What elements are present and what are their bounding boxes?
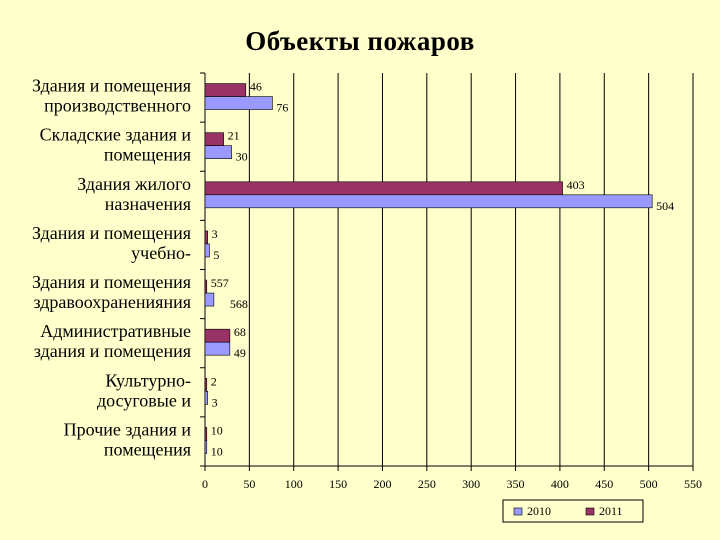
data-label-2011: 3: [212, 227, 218, 241]
bar-2010: [204, 243, 210, 258]
x-tick-label: 400: [551, 477, 569, 491]
data-label-2010: 504: [656, 199, 674, 213]
bar-2011: [204, 378, 208, 392]
data-label-2010: 568: [230, 297, 248, 311]
data-label-2011: 68: [234, 325, 246, 339]
bar-2010: [204, 145, 232, 159]
category-label-line2: помещения: [104, 439, 191, 459]
data-label-2010: 49: [234, 346, 246, 360]
category-label-line2: назначения: [105, 194, 191, 214]
x-tick-label: 50: [243, 477, 255, 491]
chart-title: Объекты пожаров: [245, 26, 475, 56]
data-label-2010: 30: [236, 150, 248, 164]
x-tick-label: 300: [462, 477, 480, 491]
data-label-2011: 21: [228, 129, 240, 143]
x-tick-label: 450: [595, 477, 613, 491]
category-label-line2: досуговые и: [97, 390, 191, 410]
category-label-line1: Здания и помещения: [32, 272, 191, 292]
category-label-line2: помещения: [104, 145, 191, 165]
legend-label-2011: 2011: [599, 504, 623, 518]
x-tick-label: 500: [640, 477, 658, 491]
data-label-2010: 10: [211, 444, 223, 458]
plot-area: [205, 73, 693, 466]
bar-2010: [204, 440, 208, 454]
bar-2010: [204, 96, 273, 110]
data-label-2011: 557: [211, 276, 229, 290]
x-tick-label: 200: [373, 477, 391, 491]
data-label-2010: 5: [213, 248, 219, 262]
data-label-2011: 10: [211, 423, 223, 437]
legend-swatch-2011: [585, 507, 595, 516]
bar-2010: [204, 391, 208, 405]
x-tick-label: 350: [507, 477, 525, 491]
legend-label-2010: 2010: [527, 504, 551, 518]
x-tick-label: 550: [684, 477, 702, 491]
legend-swatch-2010: [513, 507, 523, 516]
category-label-line2: производственного: [44, 96, 191, 116]
category-label-line2: здания и помещения: [34, 341, 191, 361]
data-label-2011: 2: [211, 374, 217, 388]
category-label-line1: Складские здания и: [40, 125, 192, 145]
bar-2010: [204, 194, 653, 209]
bar-2011: [204, 279, 208, 294]
category-label-line2: учебно-: [131, 243, 191, 263]
x-tick-label: 100: [285, 477, 303, 491]
category-label-line2: здравоохраненияния: [33, 292, 191, 312]
x-tick-label: 250: [418, 477, 436, 491]
legend-box: [502, 499, 644, 523]
x-tick-label: 0: [202, 477, 208, 491]
data-label-2010: 76: [276, 101, 288, 115]
bar-2011: [204, 230, 208, 245]
x-tick-label: 150: [329, 477, 347, 491]
category-label-line1: Здания жилого: [77, 174, 191, 194]
data-label-2010: 3: [212, 395, 218, 409]
category-label-line1: Здания и помещения: [32, 223, 191, 243]
data-label-2011: 403: [567, 178, 585, 192]
category-label-line1: Административные: [40, 321, 191, 341]
bar-2011: [204, 83, 247, 97]
category-label-line1: Здания и помещения: [32, 76, 191, 96]
bar-2011: [204, 181, 563, 196]
bar-2010: [204, 292, 215, 307]
bar-2010: [204, 341, 231, 356]
bar-2011: [204, 328, 231, 343]
bar-2011: [204, 427, 208, 441]
bar-2011: [204, 132, 224, 146]
data-label-2011: 46: [250, 80, 262, 94]
category-label-line1: Прочие здания и: [64, 419, 192, 439]
category-label-line1: Культурно-: [105, 370, 191, 390]
